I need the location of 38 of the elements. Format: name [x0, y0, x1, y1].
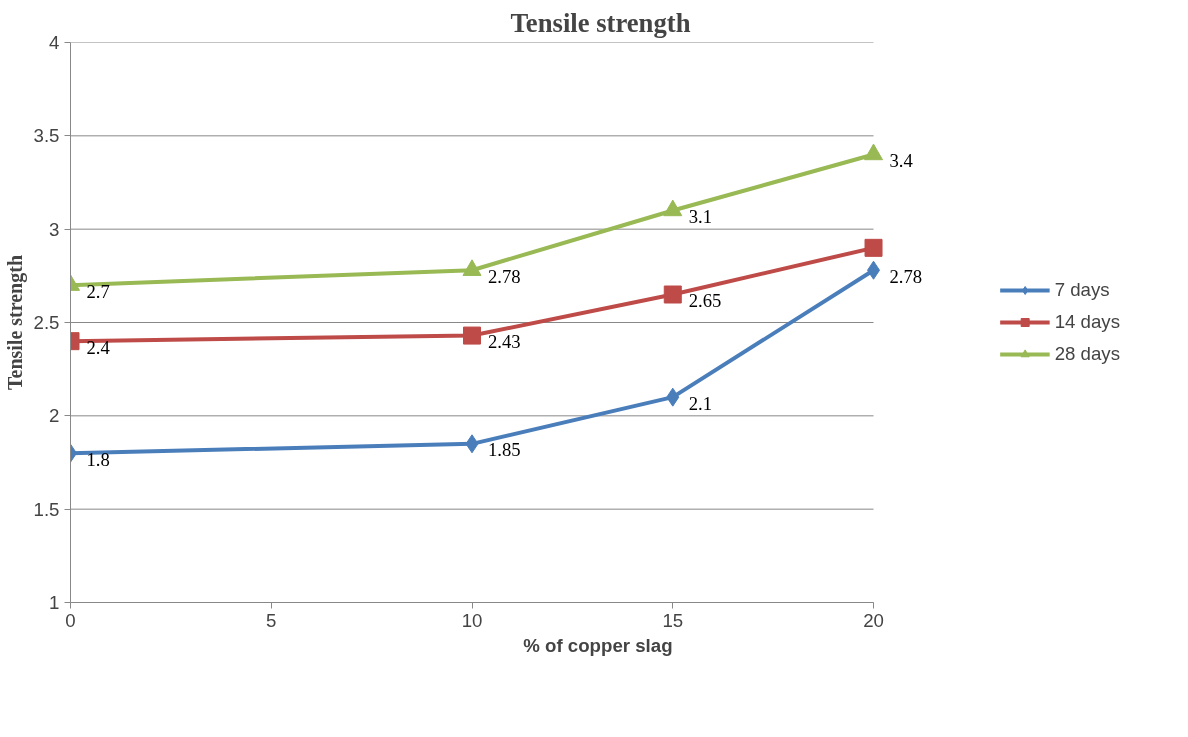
- data-label: 1.8: [86, 448, 110, 470]
- point: [864, 238, 883, 257]
- data-label: 1.85: [488, 439, 521, 461]
- x-axis-title: % of copper slag: [523, 634, 673, 656]
- data-label: 2.43: [488, 331, 521, 353]
- point: [663, 199, 683, 217]
- x-tick-label: 15: [662, 609, 684, 631]
- y-tick-label: 2: [49, 405, 60, 427]
- x-tick-label: 0: [65, 609, 76, 631]
- y-tick-label: 2.5: [33, 312, 60, 333]
- data-label: 2.4: [86, 336, 111, 358]
- y-axis-title: Tensile strength: [3, 254, 27, 391]
- x-tick-label: 5: [266, 609, 277, 631]
- y-tick-label: 1.5: [33, 498, 60, 520]
- data-label: 3.1: [688, 206, 713, 227]
- point: [867, 260, 881, 280]
- y-tick-label: 3: [49, 218, 60, 240]
- legend-label: 28 days: [1054, 343, 1120, 365]
- x-tick-label: 20: [863, 609, 884, 631]
- point: [462, 259, 482, 276]
- point: [666, 387, 680, 407]
- data-label: 2.78: [488, 265, 521, 287]
- data-label: 2.1: [688, 392, 713, 414]
- y-tick-label: 1: [49, 592, 60, 613]
- data-label: 2.78: [889, 265, 923, 287]
- x-tick-label: 10: [461, 609, 483, 631]
- point: [465, 434, 479, 454]
- data-label: 2.7: [86, 280, 110, 302]
- data-label: 3.4: [889, 150, 914, 171]
- y-tick-label: 4: [49, 32, 60, 53]
- legend-label: 7 days: [1054, 279, 1110, 301]
- chart-title: Tensile strength: [510, 7, 691, 38]
- data-label: 2.65: [688, 290, 722, 311]
- legend-label: 14 days: [1054, 311, 1120, 333]
- point: [864, 143, 884, 161]
- point: [463, 326, 482, 345]
- point: [663, 285, 682, 304]
- y-tick-label: 3.5: [33, 125, 60, 147]
